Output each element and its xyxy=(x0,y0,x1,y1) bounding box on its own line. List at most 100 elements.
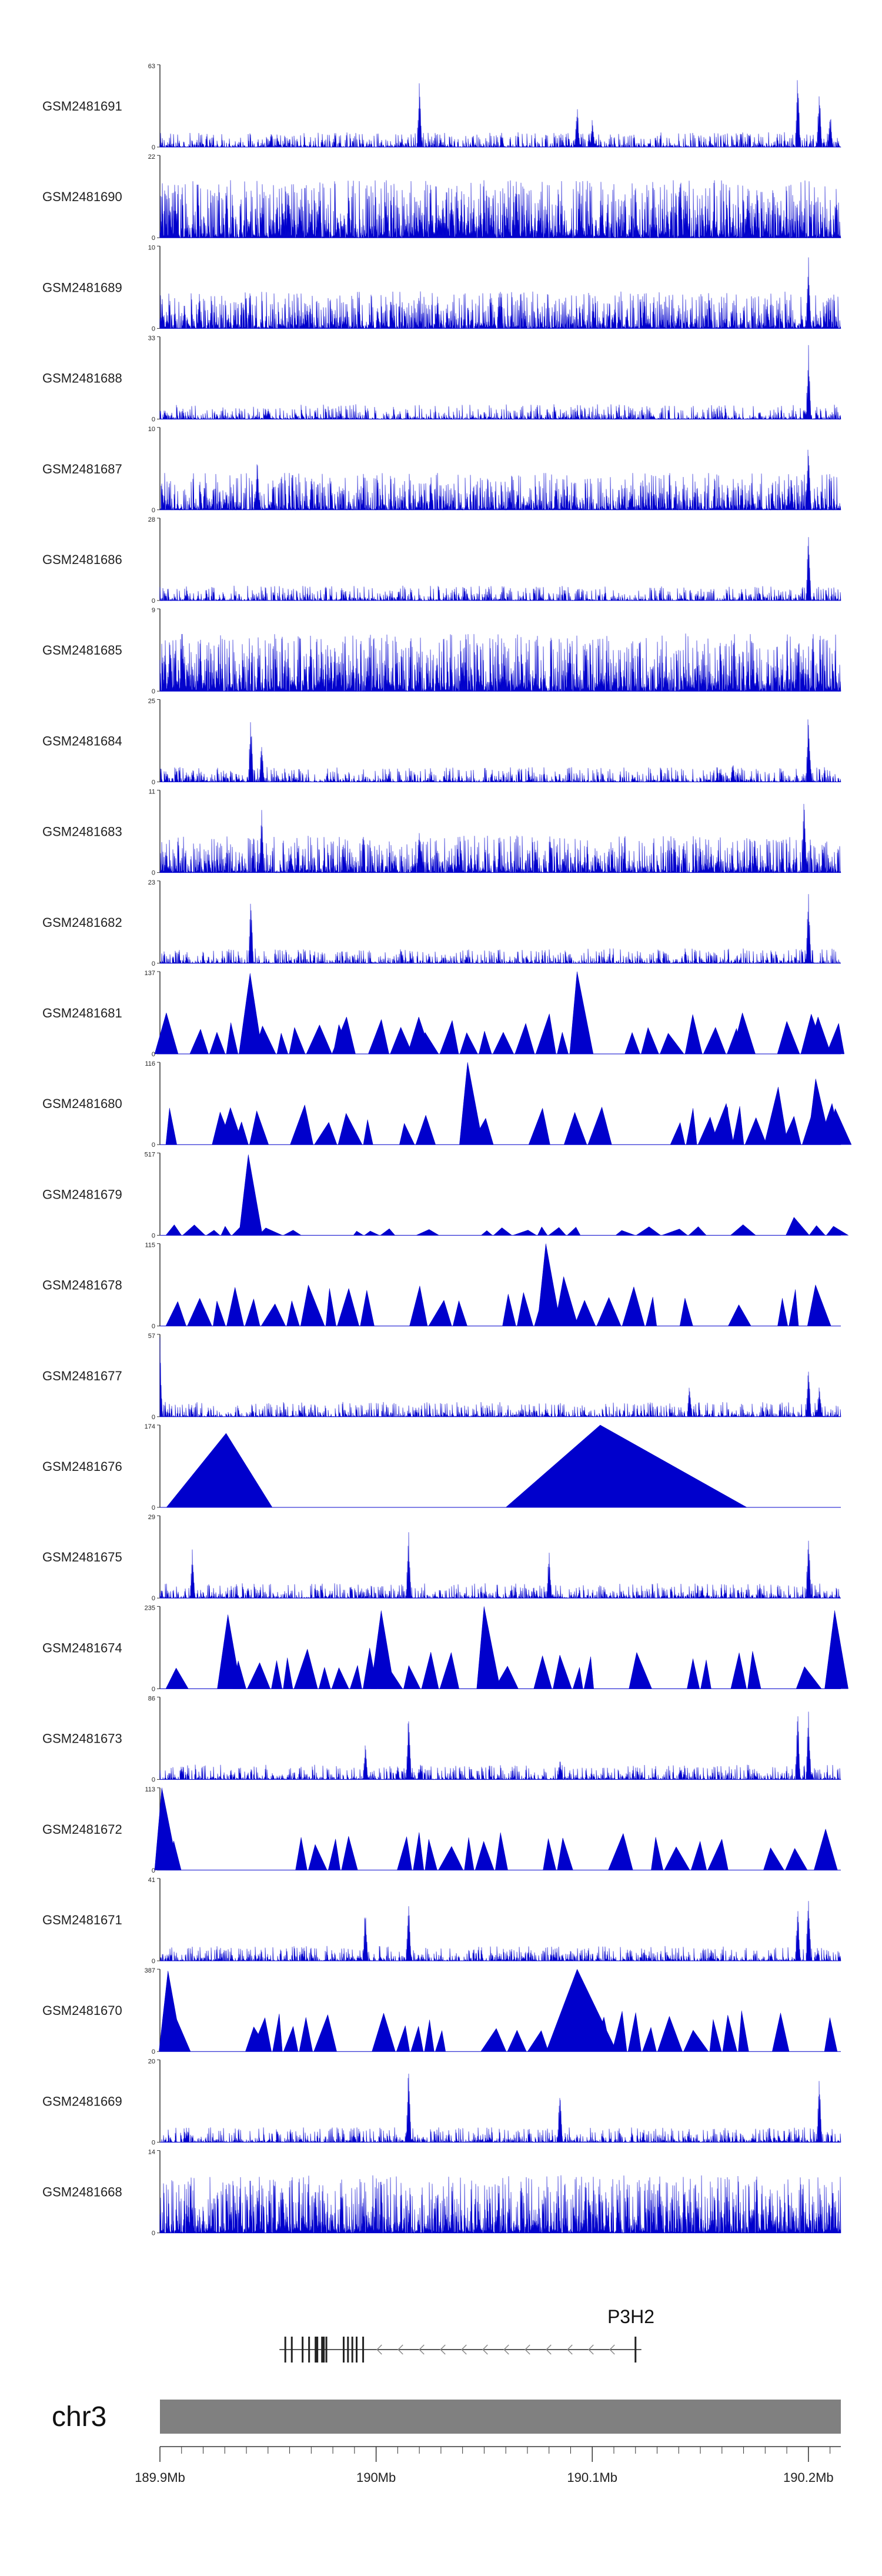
signal-peak xyxy=(283,1657,293,1689)
track: GSM2481686 28 0 xyxy=(42,516,841,605)
y-max-label: 23 xyxy=(148,879,155,886)
signal-peak xyxy=(684,1014,703,1055)
y-min-label: 0 xyxy=(152,2139,155,2146)
x-axis-tick-label: 189.9Mb xyxy=(135,2470,185,2485)
y-max-label: 9 xyxy=(152,607,155,614)
y-max-label: 33 xyxy=(148,335,155,342)
y-min-label: 0 xyxy=(152,779,155,786)
signal-peak xyxy=(370,1610,395,1689)
track-label: GSM2481670 xyxy=(42,2003,122,2018)
signal-peak xyxy=(187,1297,212,1326)
signal-peak xyxy=(341,1836,358,1871)
signal-peak xyxy=(824,2017,838,2052)
signal-peak xyxy=(397,1836,412,1871)
signal-peak xyxy=(226,1287,245,1326)
signal-peak xyxy=(709,2019,722,2052)
signal-peak xyxy=(325,1288,336,1326)
strand-arrow xyxy=(503,2344,509,2355)
signal-peak xyxy=(189,1029,209,1055)
track: GSM2481673 86 0 xyxy=(42,1696,841,1784)
signal-peak xyxy=(707,1838,729,1871)
signal-peak xyxy=(513,1230,537,1236)
x-axis-tick-label: 190.1Mb xyxy=(567,2470,617,2485)
y-min-label: 0 xyxy=(152,1051,155,1058)
signal-peak xyxy=(514,1023,535,1055)
signal-peak xyxy=(438,1846,464,1871)
y-max-label: 115 xyxy=(145,1242,155,1249)
signal-peak xyxy=(239,973,263,1055)
signal-peak xyxy=(583,1656,594,1689)
gene-exon xyxy=(308,2337,310,2363)
signal-peak xyxy=(507,2030,527,2052)
genome-axis: 189.9Mb 190Mb 190.1Mb 190.2Mb xyxy=(135,2446,841,2485)
signal-peak xyxy=(587,1106,612,1145)
y-min-label: 0 xyxy=(152,144,155,151)
y-max-label: 28 xyxy=(148,516,155,523)
signal-peak xyxy=(182,1224,206,1236)
strand-arrow xyxy=(588,2344,594,2355)
signal-peak xyxy=(777,1298,789,1326)
signal-peak xyxy=(645,1297,657,1326)
signal-peak xyxy=(459,1062,483,1145)
y-max-label: 113 xyxy=(145,1786,155,1793)
signal-peak xyxy=(217,1614,241,1689)
signal-peak xyxy=(727,1304,751,1326)
y-min-label: 0 xyxy=(152,598,155,605)
signal-peak xyxy=(777,1020,800,1055)
signal-peak xyxy=(247,1662,270,1689)
track: GSM2481687 10 0 xyxy=(42,426,841,514)
signal-peak xyxy=(368,1019,389,1055)
signal-peak xyxy=(403,1665,421,1689)
y-min-label: 0 xyxy=(152,1958,155,1965)
signal-peak xyxy=(245,1298,260,1326)
gene-exon xyxy=(284,2337,286,2363)
track-label: GSM2481683 xyxy=(42,825,122,839)
signal-peak xyxy=(360,1290,375,1326)
track: GSM2481670 387 0 xyxy=(42,1967,841,2056)
track: GSM2481668 14 0 xyxy=(42,2149,841,2237)
track-label: GSM2481681 xyxy=(42,1006,122,1020)
signal-peak xyxy=(283,2026,299,2052)
signal-peak xyxy=(535,1013,556,1055)
track: GSM2481671 41 0 xyxy=(42,1877,841,1965)
signal-peak xyxy=(390,1026,413,1055)
signal-peak xyxy=(435,2030,446,2052)
signal-peak xyxy=(165,1667,189,1689)
track: GSM2481688 33 0 xyxy=(42,335,841,423)
signal-peak xyxy=(410,2026,424,2052)
signal-peak xyxy=(572,1667,583,1689)
signal-peak xyxy=(260,1303,286,1326)
chromosome-ideogram: chr3 xyxy=(52,2400,841,2434)
signal-area xyxy=(159,633,841,692)
y-min-label: 0 xyxy=(152,960,155,967)
y-max-label: 22 xyxy=(148,154,155,161)
strand-arrow xyxy=(440,2344,446,2355)
y-max-label: 57 xyxy=(148,1333,155,1340)
signal-peak xyxy=(416,1229,440,1236)
y-max-label: 20 xyxy=(148,2058,155,2065)
signal-peak xyxy=(747,1651,761,1689)
signal-peak xyxy=(608,1833,633,1871)
signal-peak xyxy=(480,1230,493,1236)
y-min-label: 0 xyxy=(152,235,155,242)
signal-peak xyxy=(206,1230,220,1236)
signal-area xyxy=(159,894,841,964)
y-min-label: 0 xyxy=(152,1414,155,1421)
strand-arrow xyxy=(609,2344,615,2355)
signal-peak xyxy=(615,1230,636,1236)
y-max-label: 174 xyxy=(145,1423,155,1430)
signal-area xyxy=(160,1901,841,1962)
signal-peak xyxy=(537,1243,561,1326)
signal-peak xyxy=(239,1154,263,1236)
signal-peak xyxy=(425,1839,437,1871)
y-max-label: 10 xyxy=(148,244,155,251)
track: GSM2481685 9 0 xyxy=(42,607,841,695)
y-max-label: 235 xyxy=(145,1604,155,1611)
track-label: GSM2481690 xyxy=(42,189,122,204)
signal-peak xyxy=(622,1286,645,1326)
y-min-label: 0 xyxy=(152,507,155,514)
signal-peak xyxy=(313,2014,337,2052)
signal-peak xyxy=(331,1667,349,1689)
signal-peak xyxy=(537,1226,548,1236)
